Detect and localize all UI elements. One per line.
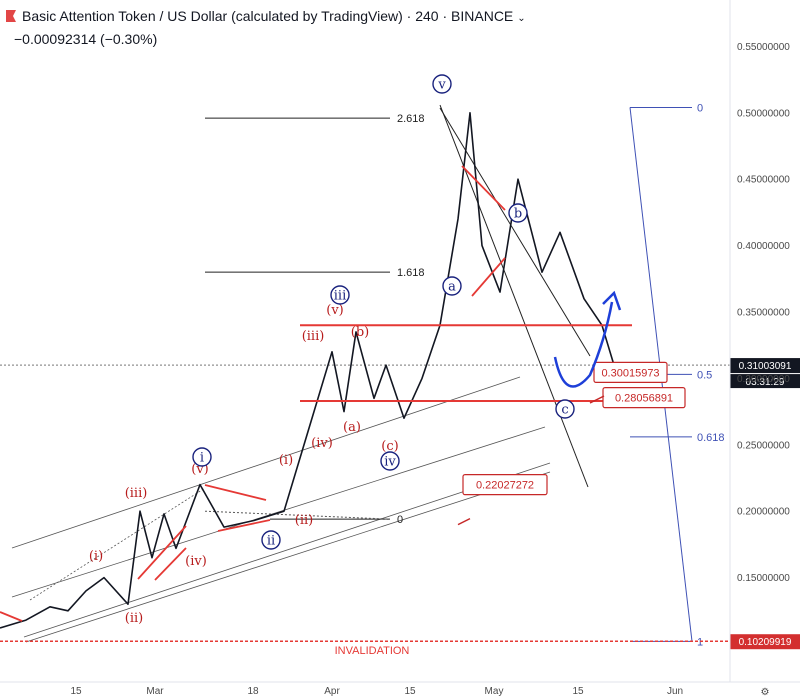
wave-label-red: (v)	[326, 303, 344, 318]
wave-label-red: (ii)	[295, 513, 313, 528]
chevron-down-icon[interactable]: ⌄	[517, 13, 526, 24]
countdown-text: 03:31:29	[746, 377, 785, 388]
y-tick-label: 0.20000000	[737, 507, 790, 518]
last-price-tag	[730, 358, 800, 374]
y-tick-label: 0.25000000	[737, 440, 790, 451]
wave-label-blue: i	[200, 451, 204, 466]
wave-triangle-line	[217, 519, 271, 532]
y-tick-label: 0.30000000	[737, 374, 790, 385]
wave-label-blue: iii	[334, 289, 346, 304]
fib-extension-levels: 2.618 1.618 0 0 0.5 0.618 1	[204, 102, 725, 648]
invalidation-price-text: 0.10209919	[739, 637, 792, 648]
x-tick-label: Mar	[146, 686, 164, 697]
wave-label-red: (a)	[343, 420, 361, 435]
channel-line	[23, 462, 551, 638]
price-box-label: 0.22027272	[476, 480, 534, 492]
symbol-title[interactable]: Basic Attention Token / US Dollar (calcu…	[6, 8, 526, 24]
downtrend-line-lower	[439, 104, 589, 488]
fib-anchor-dotted	[204, 510, 391, 520]
x-tick-label: May	[485, 686, 504, 697]
price-box	[462, 474, 548, 496]
x-tick-label: 15	[70, 686, 82, 697]
countdown-tag	[730, 374, 800, 389]
wave-label-blue: a	[448, 280, 456, 295]
price-change: −0.00092314 (−0.30%)	[14, 31, 158, 47]
wave-label-red: (ii)	[125, 611, 143, 626]
target-fib-label: 0.618	[697, 432, 725, 444]
wave-circle	[432, 74, 452, 94]
wave-circle	[555, 399, 575, 419]
y-tick-label: 0.35000000	[737, 308, 790, 319]
symbol-title-text: Basic Attention Token / US Dollar (calcu…	[22, 8, 514, 24]
x-tick-label: 15	[404, 686, 416, 697]
wave-triangle-line	[0, 611, 23, 622]
x-tick-label: Jun	[667, 686, 683, 697]
wave-labels: (i)(ii)(iii)(iv)(v)(i)(ii)(iii)(iv)(v)(a…	[89, 74, 575, 626]
wave-label-red: (iii)	[125, 486, 148, 501]
wave-circle	[330, 285, 350, 305]
y-tick-label: 0.40000000	[737, 241, 790, 252]
price-box-label: 0.30015973	[601, 367, 659, 379]
annotation-overlay: INVALIDATION 0.10209919 0.31003091 03:31:29…	[0, 165, 800, 657]
projection-arrowhead	[602, 290, 622, 311]
wave-triangle-line	[154, 547, 187, 581]
channel-line	[11, 426, 546, 598]
invalidation-price-tag	[730, 634, 800, 650]
chart-header: Basic Attention Token / US Dollar (calcu…	[0, 0, 730, 52]
price-line	[0, 112, 615, 629]
channel-line	[11, 376, 521, 549]
y-tick-label: 0.45000000	[737, 175, 790, 186]
price-box-pointer	[457, 517, 471, 526]
wave-circle	[508, 203, 528, 223]
flag-icon	[6, 10, 16, 22]
wave-label-red: (i)	[279, 453, 293, 468]
price-box	[602, 387, 686, 409]
wave-label-blue: b	[514, 207, 522, 222]
wave-label-red: (c)	[381, 439, 398, 454]
wave-label-red: (b)	[351, 325, 369, 340]
y-tick-label: 0.15000000	[737, 573, 790, 584]
channel-line	[25, 471, 551, 643]
price-box	[593, 361, 668, 383]
wave-circle	[261, 530, 281, 550]
channel-line-dotted	[29, 487, 206, 601]
wave-circle	[380, 451, 400, 471]
target-fib-label: 0.5	[697, 369, 712, 381]
price-series	[0, 112, 615, 629]
wave-circle	[192, 447, 212, 467]
wave-label-red: (iii)	[302, 329, 325, 344]
fib-level-label: 1.618	[397, 267, 425, 279]
settings-gear-icon[interactable]: ⚙	[761, 687, 770, 698]
wave-label-blue: c	[561, 403, 568, 418]
y-tick-label: 0.55000000	[737, 42, 790, 53]
wave-triangle-line	[137, 525, 187, 580]
downtrend-line-upper	[439, 107, 591, 357]
wave-triangle-line	[461, 165, 506, 211]
wave-label-red: (iv)	[185, 554, 207, 569]
wave-label-red: (iv)	[311, 436, 333, 451]
wave-label-red: (i)	[89, 549, 103, 564]
fib-level-label: 0	[397, 514, 403, 526]
x-tick-label: Apr	[324, 686, 340, 697]
wave-label-blue: ii	[267, 534, 275, 549]
target-fib-label: 1	[697, 636, 703, 648]
wave-label-blue: iv	[384, 455, 396, 470]
wave-circle	[442, 276, 462, 296]
fib-level-label: 2.618	[397, 113, 425, 125]
x-tick-label: 18	[247, 686, 259, 697]
y-tick-label: 0.50000000	[737, 108, 790, 119]
wave-triangle-line	[471, 257, 506, 297]
target-fib-label: 0	[697, 102, 703, 114]
wave-triangle-line	[204, 484, 267, 501]
wave-label-blue: v	[437, 78, 446, 93]
price-box-pointer	[589, 395, 605, 404]
x-tick-label: 15	[572, 686, 584, 697]
last-price-text: 0.31003091	[739, 361, 792, 372]
projection-arrow	[553, 301, 614, 388]
price-box-label: 0.28056891	[615, 393, 673, 405]
invalidation-label: INVALIDATION	[335, 645, 410, 657]
